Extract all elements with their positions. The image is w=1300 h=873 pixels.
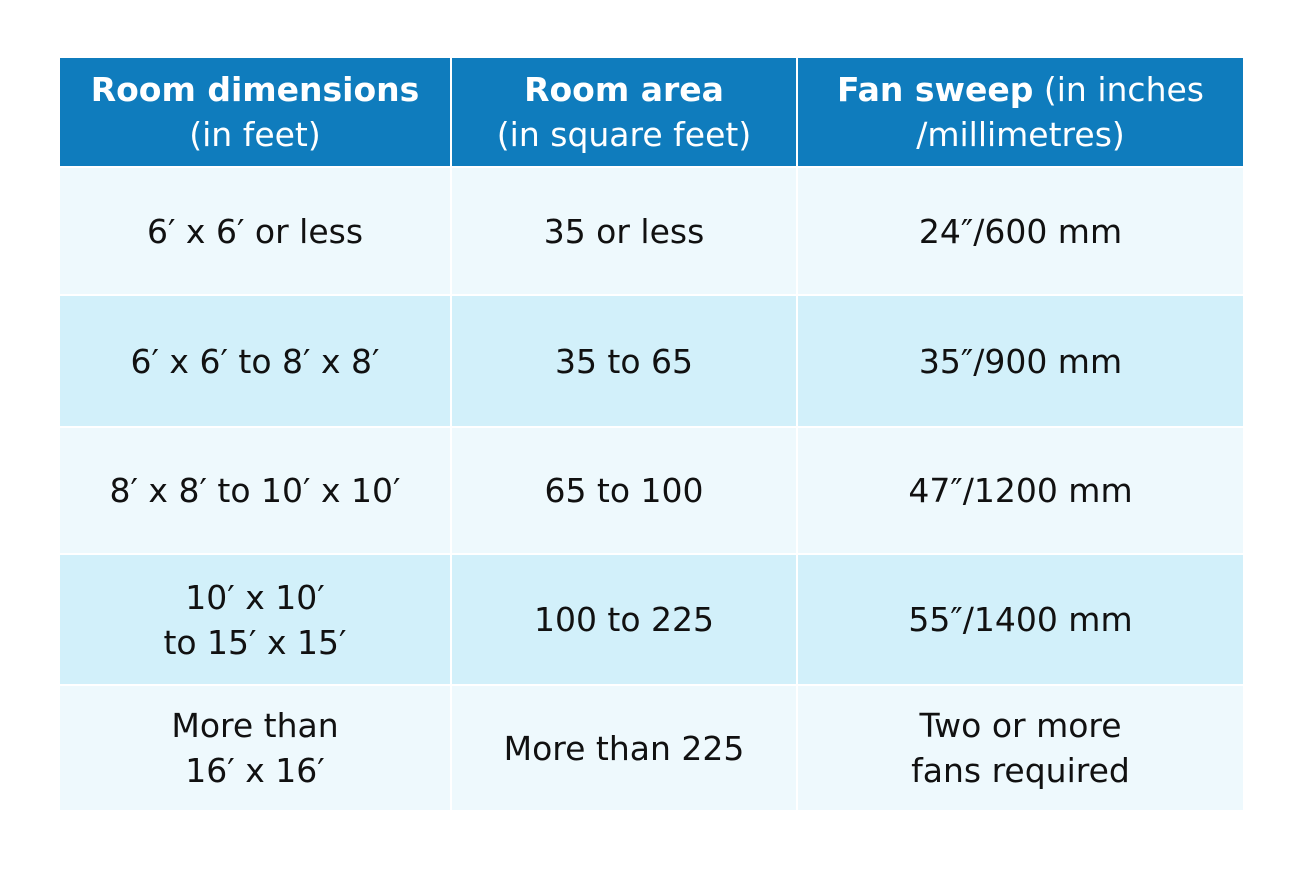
- cell-text: 35 to 65: [554, 341, 694, 381]
- header-line: /millimetres): [916, 112, 1125, 157]
- header-text: Room area: [524, 70, 724, 109]
- table-cell: 8′ x 8′ to 10′ x 10′: [60, 428, 452, 555]
- table-cell: Two or more fans required: [798, 686, 1243, 812]
- table-cell: 35 to 65: [452, 296, 798, 428]
- cell-text: 6′ x 6′ to 8′ x 8′: [130, 341, 380, 381]
- table-cell: 24″/600 mm: [798, 168, 1243, 296]
- header-text: (in feet): [189, 115, 321, 154]
- table-cell: More than 16′ x 16′: [60, 686, 452, 812]
- cell-text: 100 to 225: [533, 600, 715, 639]
- header-cell: Room dimensions (in feet): [60, 58, 452, 168]
- header-line: Room area: [524, 67, 724, 112]
- cell-text: 35″/900 mm: [918, 341, 1123, 381]
- header-line: Fan sweep (in inches: [837, 67, 1204, 112]
- cell-text: Two or more: [919, 706, 1122, 745]
- cell-text: More than 225: [503, 728, 745, 768]
- header-cell: Fan sweep (in inches/millimetres): [798, 58, 1243, 168]
- header-text: Room dimensions: [90, 70, 420, 109]
- header-line: (in square feet): [497, 112, 751, 157]
- table-cell: 10′ x 10′ to 15′ x 15′: [60, 555, 452, 686]
- header-text: /millimetres): [916, 115, 1125, 154]
- header-line: Room dimensions: [91, 67, 420, 112]
- table-cell: 100 to 225: [452, 555, 798, 686]
- cell-text: to 15′ x 15′: [163, 622, 347, 662]
- cell-text: 35 or less: [543, 211, 705, 251]
- table-cell: 6′ x 6′ to 8′ x 8′: [60, 296, 452, 428]
- header-cell: Room area (in square feet): [452, 58, 798, 168]
- header-text: (in square feet): [496, 115, 752, 154]
- header-line: (in feet): [189, 112, 320, 157]
- table-cell: 55″/1400 mm: [798, 555, 1243, 686]
- cell-text: 24″/600 mm: [918, 211, 1123, 251]
- cell-text: 6′ x 6′ or less: [146, 211, 364, 251]
- table-cell: 47″/1200 mm: [798, 428, 1243, 555]
- size-table: Room dimensions (in feet) Room area (in squ…: [60, 58, 1243, 812]
- cell-text: fans required: [911, 751, 1130, 790]
- table-cell: 35 or less: [452, 168, 798, 296]
- cell-text: More than: [171, 706, 339, 745]
- cell-text: 10′ x 10′: [185, 577, 325, 617]
- table-cell: 35″/900 mm: [798, 296, 1243, 428]
- table-cell: More than 225: [452, 686, 798, 812]
- cell-text: 47″/1200 mm: [908, 471, 1133, 510]
- cell-text: 8′ x 8′ to 10′ x 10′: [109, 471, 401, 510]
- table-cell: 6′ x 6′ or less: [60, 168, 452, 296]
- cell-text: 55″/1400 mm: [908, 600, 1133, 639]
- cell-text: 16′ x 16′: [185, 751, 325, 790]
- header-text: Fan sweep: [837, 70, 1034, 109]
- header-text: (in inches: [1043, 70, 1204, 109]
- cell-text: 65 to 100: [544, 471, 704, 510]
- table-cell: 65 to 100: [452, 428, 798, 555]
